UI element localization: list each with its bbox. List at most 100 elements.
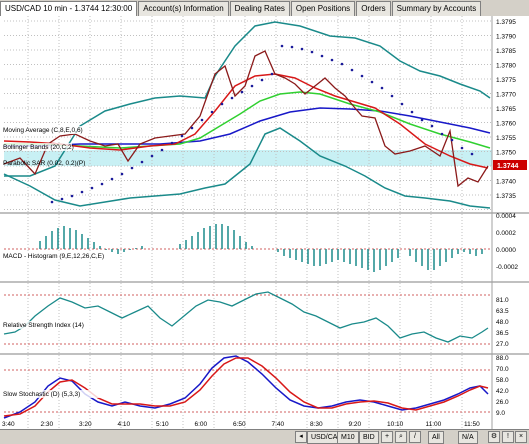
price-axis-label: 1.3750 (496, 150, 516, 157)
bollinger-lower-line (3, 127, 491, 209)
tab-0[interactable]: USD/CAD 10 min - 1.3744 12:30:00 (0, 1, 138, 16)
sar-dot (90, 186, 94, 190)
sar-dot (210, 110, 214, 114)
sar-dot (250, 84, 254, 88)
sar-dot (120, 172, 124, 176)
sar-dot (420, 118, 424, 122)
price-axis-label: 1.3765 (496, 106, 516, 113)
view-na-button[interactable]: N/A (458, 431, 478, 444)
macd-axis-label: 0.0002 (496, 230, 516, 237)
sar-dot (400, 102, 404, 106)
stoch-axis-label: 9.0 (496, 410, 505, 417)
tab-5[interactable]: Summary by Accounts (391, 1, 482, 16)
ma-indicator-label[interactable]: Moving Average (C,8,E,0,6) (3, 127, 83, 134)
draw-tool-icon[interactable]: / (409, 431, 421, 443)
sar-indicator-label[interactable]: Parabolic SAR (0.02, 0.2)(P) (3, 160, 85, 167)
sar-dot (140, 160, 144, 164)
sar-dot (380, 86, 384, 90)
price-panel (3, 16, 492, 429)
price-axis-label: 1.3755 (496, 135, 516, 142)
sar-dot (390, 94, 394, 98)
sar-dot (260, 78, 264, 82)
price-axis-label: 1.3795 (496, 19, 516, 26)
view-all-button[interactable]: All (428, 431, 444, 444)
alert-icon[interactable]: ! (502, 431, 514, 443)
sar-dot (350, 68, 354, 72)
sar-dot (310, 50, 314, 54)
sar-dot (180, 134, 184, 138)
time-axis-label: 4:10 (118, 421, 131, 428)
price-axis-label: 1.3775 (496, 77, 516, 84)
chart-status-bar: ◂ USD/CAD M10 BID + ⌕ / All N/A ⚙ ! × (0, 429, 529, 444)
price-axis-label: 1.3770 (496, 92, 516, 99)
sar-dot (410, 110, 414, 114)
macd-axis-label: 0.0000 (496, 247, 516, 254)
current-price-badge (493, 160, 527, 170)
sar-dot (320, 54, 324, 58)
tab-3[interactable]: Open Positions (290, 1, 356, 16)
sar-dot (50, 200, 54, 204)
sar-dot (300, 47, 304, 51)
sar-dot (470, 152, 474, 156)
sar-dot (200, 118, 204, 122)
rsi-axis-label: 36.5 (496, 330, 509, 337)
timeframe-selector[interactable]: M10 (337, 431, 359, 444)
bb-indicator-label[interactable]: Bollinger Bands (20,C,2) (3, 144, 74, 151)
scroll-left-icon[interactable]: ◂ (295, 431, 307, 443)
sar-dot (240, 90, 244, 94)
rsi-axis-label: 81.0 (496, 297, 509, 304)
chart-tab-bar: USD/CAD 10 min - 1.3744 12:30:00 Account(… (0, 0, 529, 17)
price-line (3, 50, 489, 188)
rsi-axis-label: 48.0 (496, 319, 509, 326)
settings-icon[interactable]: ⚙ (488, 431, 500, 443)
macd-axis-label: 0.0004 (496, 213, 516, 220)
stoch-axis-label: 26.0 (496, 399, 509, 406)
macd-panel (4, 224, 492, 272)
tab-4[interactable]: Orders (356, 1, 391, 16)
rsi-panel (3, 291, 492, 345)
macd-indicator-label[interactable]: MACD - Histogram (9,E,12,26,C,E) (3, 253, 104, 260)
sar-dot (230, 96, 234, 100)
sar-dot (270, 72, 274, 76)
macd-axis-label: -0.0002 (496, 264, 518, 271)
time-axis-label: 11:50 (464, 421, 480, 428)
sar-dot (430, 124, 434, 128)
stoch-axis-label: 70.0 (496, 366, 509, 373)
stochastic-d-line (3, 357, 489, 417)
stoch-axis-label: 58.0 (496, 377, 509, 384)
sar-dot (110, 177, 114, 181)
price-mode-selector[interactable]: BID (359, 431, 379, 444)
close-chart-icon[interactable]: × (515, 431, 527, 443)
highlight-band (4, 150, 492, 166)
zoom-icon[interactable]: ⌕ (395, 431, 407, 443)
time-axis-label: 2:30 (41, 421, 54, 428)
current-price-label: 1.3744 (497, 163, 519, 170)
time-axis-label: 11:00 (426, 421, 442, 428)
sar-dot (100, 182, 104, 186)
rsi-indicator-label[interactable]: Relative Strength Index (14) (3, 322, 84, 329)
stoch-indicator-label[interactable]: Slow Stochastic (D) (5,3,3) (3, 391, 80, 398)
time-axis-label: 8:30 (310, 421, 323, 428)
chart-area[interactable]: Moving Average (C,8,E,0,6) Bollinger Ban… (0, 16, 529, 429)
time-axis-label: 3:20 (79, 421, 92, 428)
rsi-line (3, 291, 489, 343)
rsi-axis-label: 27.0 (496, 341, 509, 348)
chart-svg: Moving Average (C,8,E,0,6) Bollinger Ban… (0, 16, 529, 429)
time-axis-label: 7:40 (272, 421, 285, 428)
chart-background (0, 16, 529, 429)
sar-dot (60, 197, 64, 201)
sar-dot (340, 62, 344, 66)
stoch-axis-label: 88.0 (496, 355, 509, 362)
sar-dot (130, 166, 134, 170)
sar-dot (290, 45, 294, 49)
crosshair-icon[interactable]: + (381, 431, 393, 443)
time-axis-label: 5:10 (156, 421, 169, 428)
sar-dot (170, 141, 174, 145)
sar-dot (330, 58, 334, 62)
tab-1[interactable]: Account(s) Information (138, 1, 229, 16)
tab-2[interactable]: Dealing Rates (229, 1, 290, 16)
time-axis-label: 6:50 (233, 421, 246, 428)
price-axis-label: 1.3760 (496, 121, 516, 128)
sar-dot (360, 74, 364, 78)
bollinger-upper-line (4, 21, 491, 177)
